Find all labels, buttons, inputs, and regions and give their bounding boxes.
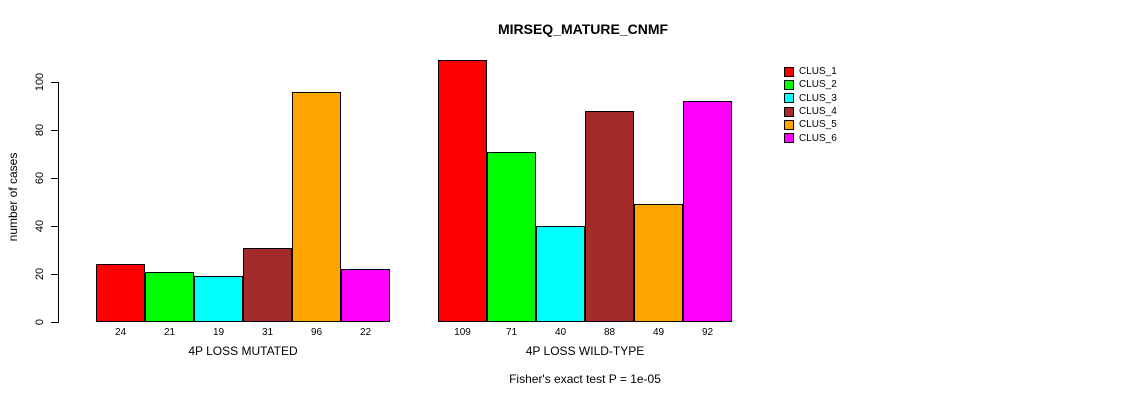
bar-value-label: 96 [310,327,323,338]
bar-clus_5-group1 [292,92,341,322]
bar-value-label: 21 [163,327,176,338]
legend-swatch-icon [784,106,794,117]
legend-item-clus_3: CLUS_3 [784,92,837,105]
bar-clus_1-group1 [96,264,145,322]
bar-clus_3-group2 [536,226,585,322]
chart-title: MIRSEQ_MATURE_CNMF [497,21,669,37]
y-tick-label: 60 [34,171,46,185]
y-tick-label: 100 [34,72,46,92]
legend-label: CLUS_2 [799,79,837,91]
y-tick-mark [51,82,58,83]
legend: CLUS_1 CLUS_2 CLUS_3 CLUS_4 CLUS_5 CLUS_6 [784,65,837,145]
bar-clus_2-group1 [145,272,194,322]
bar-value-label: 40 [554,327,567,338]
legend-label: CLUS_3 [799,92,837,104]
legend-swatch-icon [784,66,794,77]
x-group-label-mutated: 4P LOSS MUTATED [188,344,298,358]
bar-value-label: 109 [454,327,471,338]
bar-value-label: 92 [701,327,714,338]
y-tick-mark [51,322,58,323]
legend-item-clus_6: CLUS_6 [784,131,837,144]
legend-label: CLUS_5 [799,119,837,131]
bar-clus_4-group1 [243,248,292,322]
bar-clus_5-group2 [634,204,683,322]
legend-item-clus_4: CLUS_4 [784,105,837,118]
y-tick-label: 0 [34,318,46,326]
y-tick-mark [51,274,58,275]
y-tick-mark [51,178,58,179]
legend-label: CLUS_1 [799,66,837,78]
legend-swatch-icon [784,93,794,104]
bar-value-label: 19 [212,327,225,338]
bar-value-label: 22 [359,327,372,338]
y-tick-mark [51,130,58,131]
bar-value-label: 71 [505,327,518,338]
legend-swatch-icon [784,79,794,90]
legend-label: CLUS_6 [799,132,837,144]
bar-value-label: 24 [114,327,127,338]
legend-label: CLUS_4 [799,106,837,118]
y-tick-mark [51,226,58,227]
bar-value-label: 49 [652,327,665,338]
fisher-test-annotation: Fisher's exact test P = 1e-05 [509,372,661,386]
legend-item-clus_5: CLUS_5 [784,118,837,131]
legend-swatch-icon [784,133,794,144]
bar-clus_1-group2 [438,60,487,322]
y-axis-line [58,82,59,323]
bar-value-label: 31 [261,327,274,338]
bar-clus_2-group2 [487,152,536,322]
y-tick-label: 40 [34,219,46,233]
y-axis-title: number of cases [6,152,20,242]
y-tick-label: 80 [34,123,46,137]
bar-value-label: 88 [603,327,616,338]
y-tick-label: 20 [34,267,46,281]
bar-clus_6-group2 [683,101,732,322]
legend-item-clus_1: CLUS_1 [784,65,837,78]
bar-clus_3-group1 [194,276,243,322]
legend-swatch-icon [784,119,794,130]
x-group-label-wild-type: 4P LOSS WILD-TYPE [525,344,645,358]
bar-clus_4-group2 [585,111,634,322]
legend-item-clus_2: CLUS_2 [784,78,837,91]
bar-clus_6-group1 [341,269,390,322]
